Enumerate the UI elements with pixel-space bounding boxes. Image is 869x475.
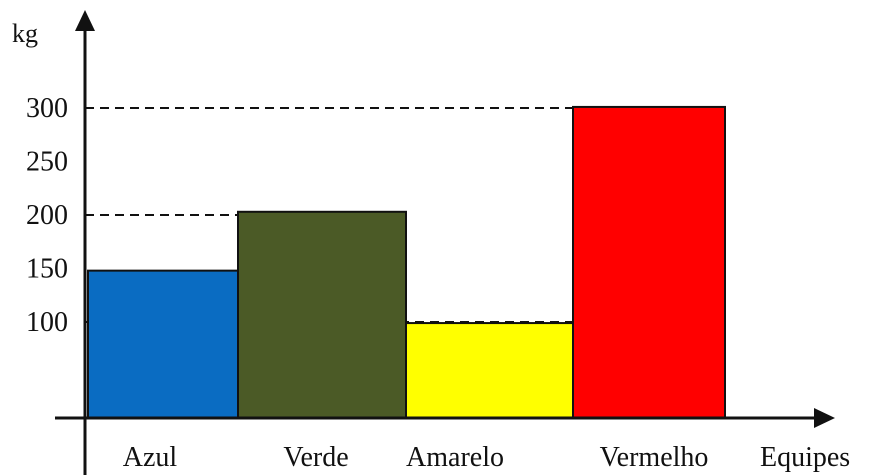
x-tick-label-amarelo: Amarelo — [406, 442, 504, 473]
y-tick-label-300: 300 — [26, 93, 68, 124]
y-tick-label-100: 100 — [26, 307, 68, 338]
y-tick-label-250: 250 — [26, 147, 68, 178]
x-tick-labels: Azul Verde Amarelo Vermelho — [123, 442, 709, 473]
x-tick-label-azul: Azul — [123, 442, 178, 473]
bar-vermelho — [572, 105, 726, 420]
bar-azul — [87, 269, 239, 420]
axes — [55, 10, 835, 475]
x-axis-arrow — [814, 408, 835, 428]
y-tick-label-150: 150 — [26, 254, 68, 285]
y-tick-label-200: 200 — [26, 200, 68, 231]
x-tick-label-vermelho: Vermelho — [600, 442, 709, 473]
x-axis-label: Equipes — [760, 442, 850, 473]
x-tick-label-verde: Verde — [283, 442, 348, 473]
y-axis-arrow — [75, 10, 95, 31]
bar-amarelo — [405, 322, 574, 420]
bars — [87, 105, 726, 420]
bar-verde — [237, 210, 407, 419]
y-tick-labels: 100 150 200 250 300 — [26, 93, 68, 338]
y-axis-label: kg — [12, 19, 38, 48]
